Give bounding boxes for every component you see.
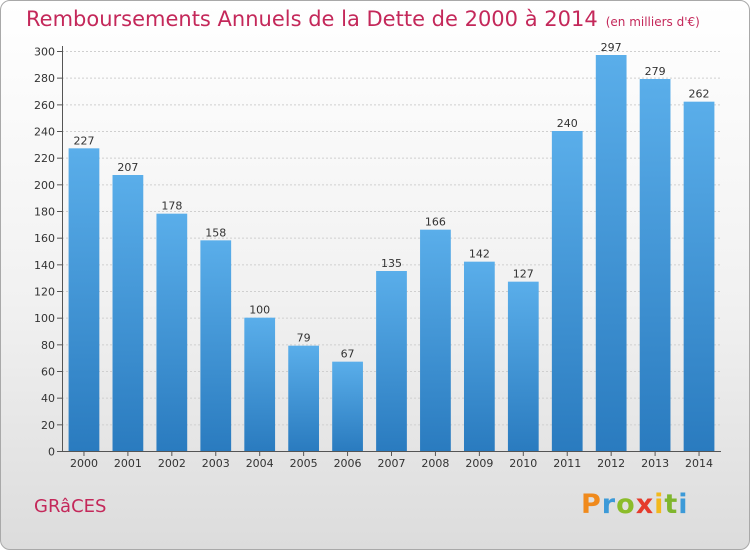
data-label: 240 <box>557 117 578 130</box>
bar <box>551 131 583 451</box>
data-label: 178 <box>161 200 182 213</box>
y-tick-label: 220 <box>34 152 55 165</box>
y-tick-label: 60 <box>41 366 55 379</box>
chart-subtitle: (en milliers d'€) <box>605 15 700 29</box>
y-tick-label: 280 <box>34 72 55 85</box>
bar <box>156 213 188 451</box>
data-label: 135 <box>381 257 402 270</box>
bar <box>112 175 144 451</box>
x-tick-label: 2010 <box>509 457 537 470</box>
bar <box>68 148 100 452</box>
x-tick-label: 2000 <box>70 457 98 470</box>
data-label: 127 <box>513 268 534 281</box>
y-tick-label: 80 <box>41 339 55 352</box>
data-label: 79 <box>297 332 311 345</box>
logo-letter: P <box>581 489 602 520</box>
x-tick-label: 2012 <box>597 457 625 470</box>
y-tick-label: 120 <box>34 286 55 299</box>
logo-letter: i <box>678 489 689 520</box>
x-tick-label: 2009 <box>465 457 493 470</box>
y-tick-label: 0 <box>48 446 55 459</box>
chart-title: Remboursements Annuels de la Dette de 20… <box>26 7 700 31</box>
logo-letter: o <box>616 489 636 520</box>
x-tick-label: 2004 <box>246 457 274 470</box>
data-label: 67 <box>341 348 355 361</box>
x-tick-label: 2011 <box>553 457 581 470</box>
axes: 0 20 40 60 80 100 120 140 160 180 200 220 240 260 280 3… <box>34 46 721 459</box>
data-label: 166 <box>425 216 446 229</box>
y-tick-label: 20 <box>41 419 55 432</box>
x-tick-label: 2007 <box>378 457 406 470</box>
y-tick-label: 200 <box>34 179 55 192</box>
bar <box>463 261 495 451</box>
y-tick-label: 160 <box>34 232 55 245</box>
y-tick-label: 260 <box>34 99 55 112</box>
x-tick-label: 2001 <box>114 457 142 470</box>
logo-letter: i <box>654 489 665 520</box>
data-label: 279 <box>645 65 666 78</box>
commune-name: GRâCES <box>34 496 107 517</box>
x-tick-label: 2008 <box>421 457 449 470</box>
data-label: 142 <box>469 248 490 261</box>
bars <box>68 55 715 452</box>
bar <box>507 281 539 451</box>
data-label: 297 <box>601 41 622 54</box>
logo-letter: x <box>635 489 655 520</box>
x-tick-label: 2005 <box>290 457 318 470</box>
bar <box>595 55 627 451</box>
data-label: 158 <box>205 226 226 239</box>
x-tick-label: 2002 <box>158 457 186 470</box>
y-tick-label: 40 <box>41 392 55 405</box>
bar <box>288 345 320 451</box>
x-tick-label: 2006 <box>334 457 362 470</box>
data-label: 227 <box>73 134 94 147</box>
data-label: 262 <box>689 88 710 101</box>
bar <box>683 101 715 452</box>
bar <box>639 79 671 451</box>
data-label: 100 <box>249 304 270 317</box>
data-label: 207 <box>117 161 138 174</box>
logo-letter: t <box>664 489 679 520</box>
y-tick-label: 300 <box>34 46 55 59</box>
logo-letter: r <box>601 489 617 520</box>
chart-title-text: Remboursements Annuels de la Dette de 20… <box>26 7 598 31</box>
proxiti-logo: Proxiti <box>581 489 689 520</box>
y-tick-label: 240 <box>34 126 55 139</box>
x-tick-label: 2013 <box>641 457 669 470</box>
y-tick-label: 140 <box>34 259 55 272</box>
bar <box>420 229 451 451</box>
bar <box>376 271 407 451</box>
y-tick-label: 100 <box>34 312 55 325</box>
x-tick-label: 2014 <box>685 457 713 470</box>
bar <box>332 361 363 451</box>
labels: 227 2000 207 2001 178 2002 158 2003 100 2004 79 200… <box>70 41 713 470</box>
x-tick-label: 2003 <box>202 457 230 470</box>
y-tick-label: 180 <box>34 206 55 219</box>
bar <box>244 317 276 451</box>
bar <box>200 240 232 451</box>
